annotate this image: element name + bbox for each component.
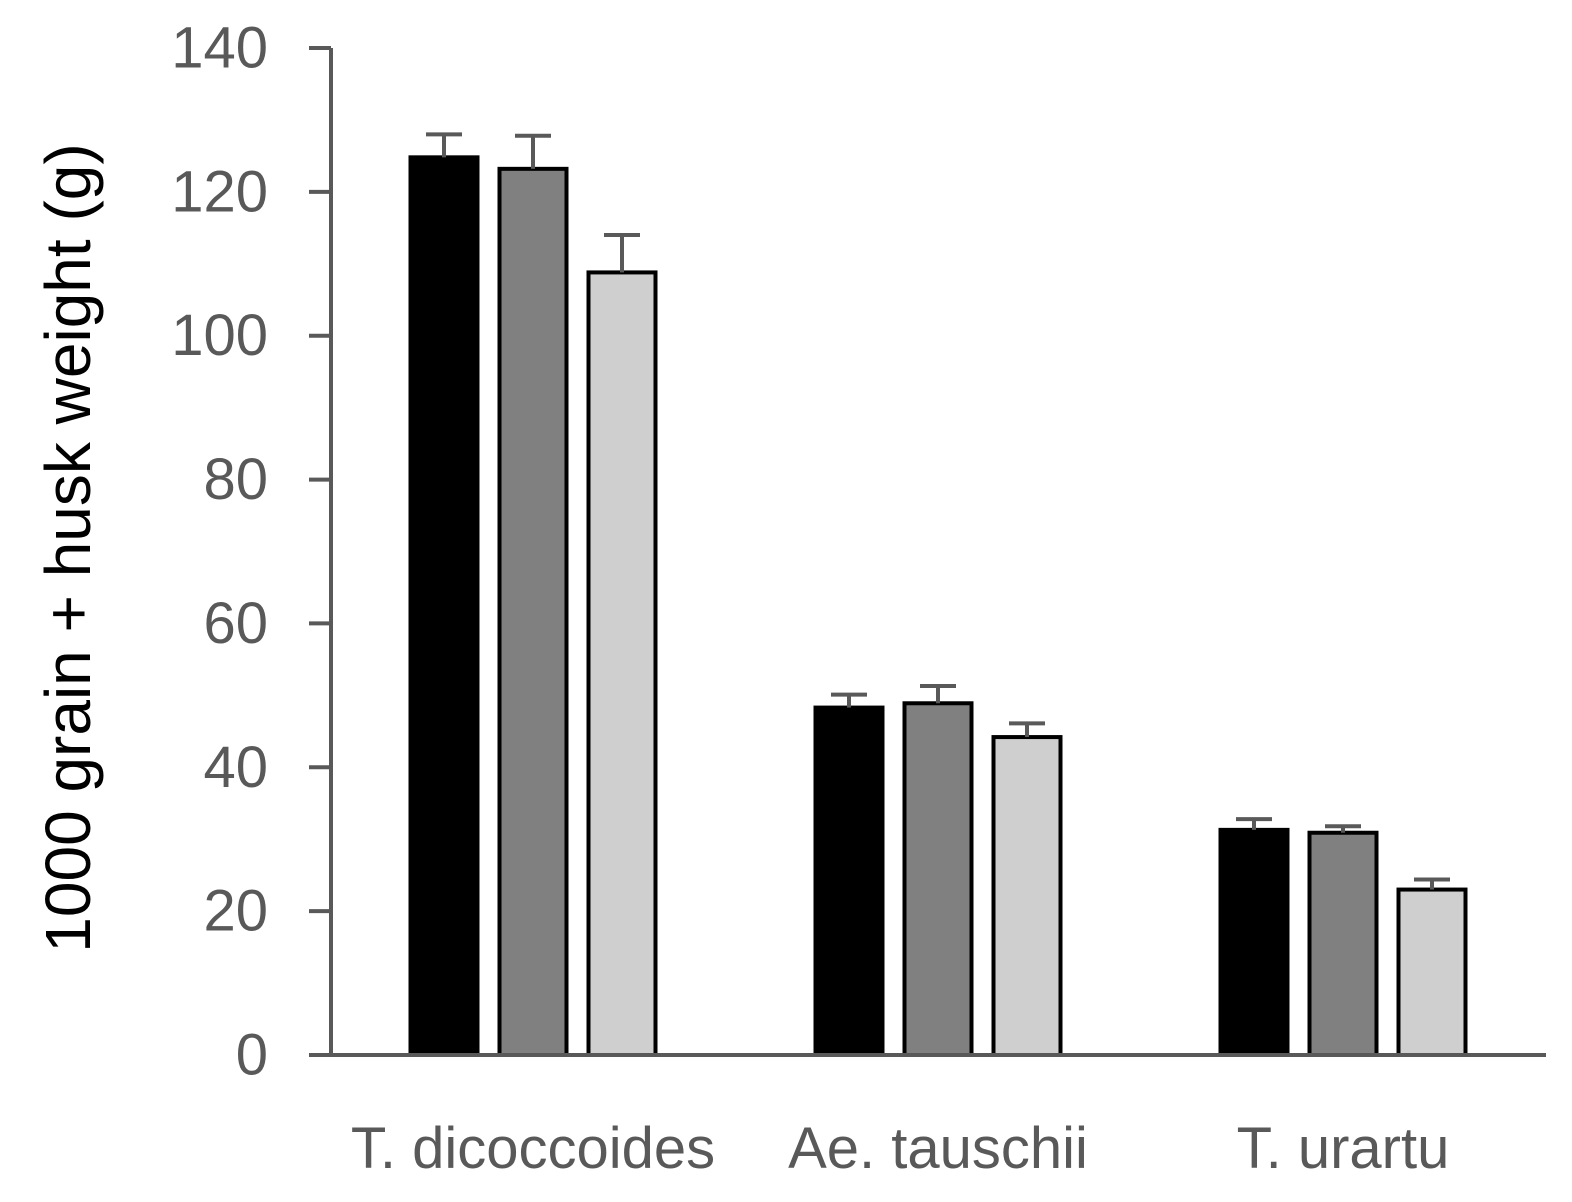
- y-tick-label: 60: [203, 591, 268, 656]
- bars-layer: [408, 155, 1468, 1058]
- x-category-label: Ae. tauschii: [788, 1116, 1088, 1181]
- bar-3-1: [1218, 827, 1290, 1058]
- y-tick-label: 100: [171, 303, 268, 368]
- y-tick-label: 0: [236, 1023, 268, 1088]
- error-bar-2-3: [1009, 721, 1045, 738]
- error-bar-3-3: [1414, 877, 1450, 890]
- error-bar-2-1: [831, 692, 867, 708]
- y-tick-label: 20: [203, 879, 268, 944]
- bar-2-2: [902, 701, 974, 1057]
- error-bar-1-2: [515, 133, 551, 169]
- error-bar-3-2: [1325, 824, 1361, 833]
- error-bar-2-2: [920, 684, 956, 704]
- bar-3-3: [1396, 887, 1468, 1057]
- y-tick-label: 140: [171, 16, 268, 81]
- bar-1-3: [586, 270, 658, 1058]
- error-bar-3-1: [1236, 817, 1272, 830]
- y-tick-label: 120: [171, 159, 268, 224]
- bar-1-1: [408, 155, 480, 1057]
- error-bar-1-1: [426, 132, 462, 158]
- y-tick-label: 80: [203, 447, 268, 512]
- bar-2-3: [991, 735, 1063, 1058]
- x-category-label: T. dicoccoides: [351, 1116, 715, 1181]
- error-bar-1-3: [604, 233, 640, 273]
- bar-2-1: [813, 705, 885, 1058]
- x-category-label: T. urartu: [1237, 1116, 1450, 1181]
- axes-layer: [309, 46, 1546, 1057]
- error-bars-layer: [426, 132, 1450, 890]
- y-axis-title: 1000 grain + husk weight (g): [32, 143, 104, 952]
- y-tick-label: 40: [203, 735, 268, 800]
- bar-1-2: [497, 166, 569, 1057]
- labels-layer: 0 20 40 60 80 100 120 140 T. dicoccoides Ae. taus…: [171, 16, 1449, 1182]
- bar-3-2: [1307, 830, 1379, 1058]
